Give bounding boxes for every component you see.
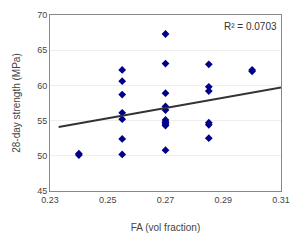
svg-text:0.31: 0.31 xyxy=(272,195,290,205)
svg-text:45: 45 xyxy=(37,186,47,196)
svg-text:0.29: 0.29 xyxy=(214,195,232,205)
svg-text:28-day strength (MPa): 28-day strength (MPa) xyxy=(11,53,22,153)
svg-text:0.25: 0.25 xyxy=(99,195,117,205)
svg-text:60: 60 xyxy=(37,81,47,91)
svg-text:50: 50 xyxy=(37,151,47,161)
svg-text:65: 65 xyxy=(37,45,47,55)
svg-text:FA (vol fraction): FA (vol fraction) xyxy=(131,222,200,233)
svg-text:0.27: 0.27 xyxy=(157,195,175,205)
svg-text:0.23: 0.23 xyxy=(41,195,59,205)
svg-text:R² = 0.0703: R² = 0.0703 xyxy=(224,21,277,32)
svg-text:55: 55 xyxy=(37,116,47,126)
svg-text:70: 70 xyxy=(37,10,47,20)
